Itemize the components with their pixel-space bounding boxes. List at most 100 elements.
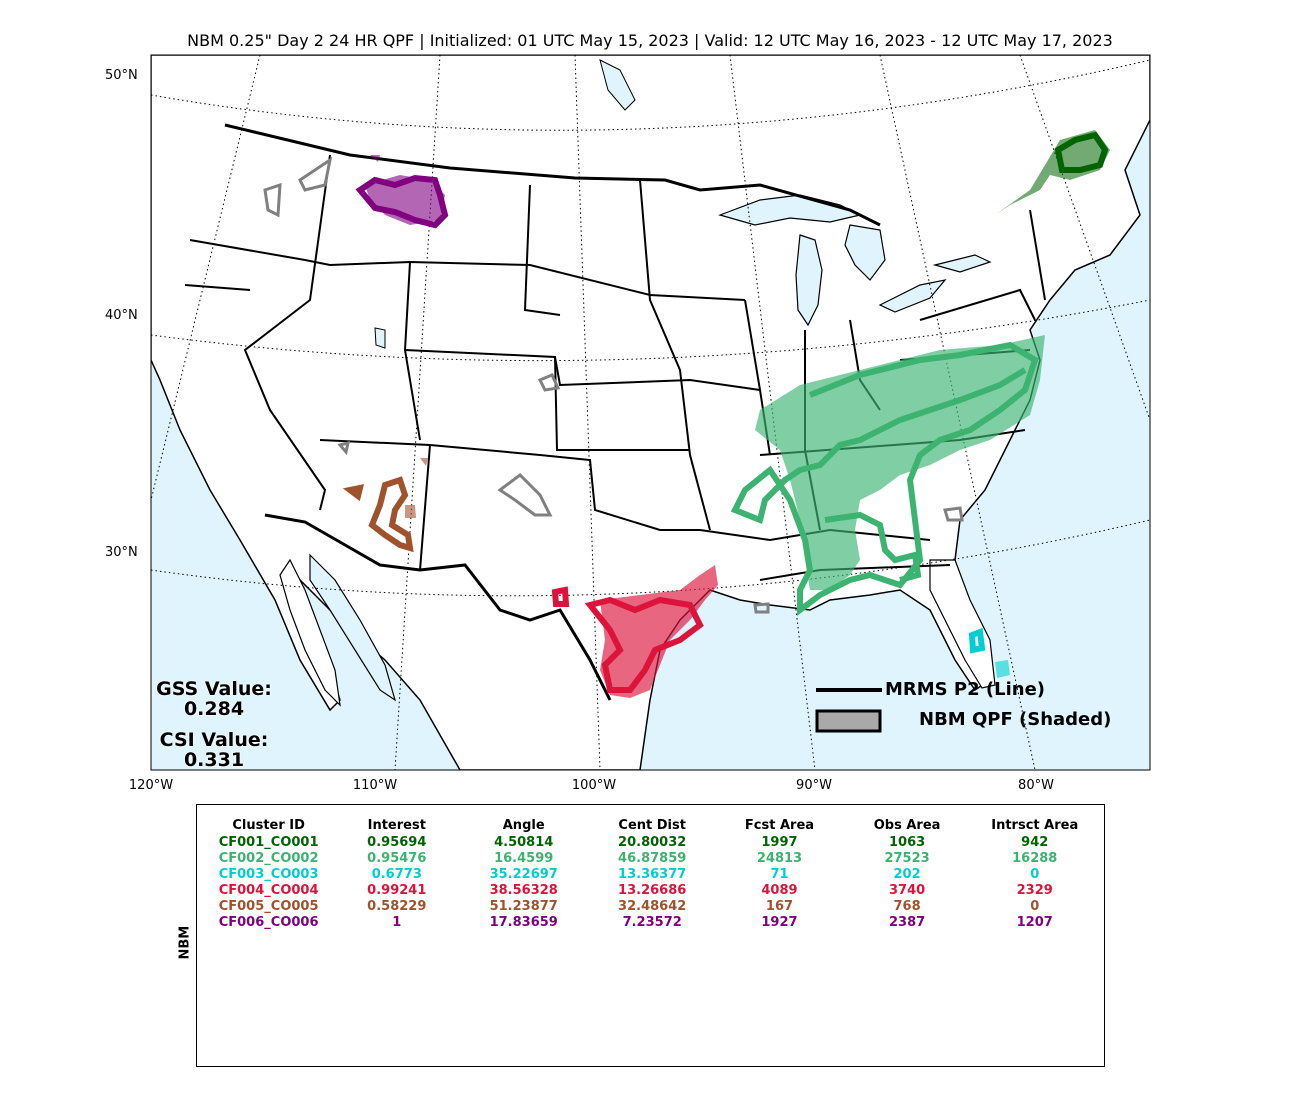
cent-dist: 7.23572 bbox=[622, 915, 682, 930]
col-interest: Interest bbox=[367, 817, 426, 833]
col-obs-area: Obs Area bbox=[873, 817, 941, 833]
fcst-area: 167 bbox=[765, 899, 794, 914]
table-row: CF002_CO002 0.95476 16.4599 46.87859 248… bbox=[197, 851, 1104, 867]
cluster-id: CF004_CO004 bbox=[218, 883, 319, 898]
table-row: CF001_CO001 0.95694 4.50814 20.80032 199… bbox=[197, 835, 1104, 851]
interest: 0.58229 bbox=[367, 899, 427, 914]
interest: 0.95476 bbox=[367, 851, 427, 866]
cluster-id: CF005_CO005 bbox=[218, 899, 319, 914]
intrsct-area: 16288 bbox=[1012, 851, 1058, 866]
cent-dist: 13.36377 bbox=[618, 867, 687, 882]
angle: 4.50814 bbox=[494, 835, 554, 850]
observed-object-co001 bbox=[1054, 131, 1109, 173]
stats-table: Cluster ID Interest Angle Cent Dist Fcst… bbox=[197, 815, 1104, 931]
interest: 1 bbox=[392, 915, 402, 930]
unmatched-observed-objects bbox=[263, 156, 964, 614]
political-boundaries bbox=[184, 123, 1046, 701]
gss-value: 0.284 bbox=[183, 698, 245, 720]
intrsct-area: 2329 bbox=[1016, 883, 1053, 898]
obs-area: 202 bbox=[893, 867, 921, 882]
col-intrsct-area: Intrsct Area bbox=[991, 817, 1079, 833]
lat-label-30: 30°N bbox=[105, 545, 138, 560]
forecast-object-cf002 bbox=[755, 335, 1045, 590]
angle: 35.22697 bbox=[489, 867, 558, 882]
map-frame bbox=[150, 54, 1151, 771]
observed-object-co002b bbox=[824, 511, 922, 583]
obs-area: 2387 bbox=[889, 915, 926, 930]
lake-ontario bbox=[932, 254, 992, 273]
intrsct-area: 1207 bbox=[1016, 915, 1053, 930]
observed-object-co006 bbox=[355, 174, 449, 229]
lake-erie bbox=[878, 279, 947, 313]
legend-shaded-swatch bbox=[815, 709, 882, 733]
lon-label-100: 100°W bbox=[571, 778, 617, 793]
angle: 16.4599 bbox=[494, 851, 554, 866]
lat-label-50: 50°N bbox=[105, 68, 138, 83]
cluster-id: CF003_CO003 bbox=[218, 867, 319, 882]
angle: 17.83659 bbox=[489, 915, 558, 930]
lon-label-120: 120°W bbox=[128, 778, 174, 793]
table-header-row: Cluster ID Interest Angle Cent Dist Fcst… bbox=[197, 815, 1104, 835]
fcst-area: 4089 bbox=[761, 883, 798, 898]
cent-dist: 32.48642 bbox=[618, 899, 687, 914]
angle: 51.23877 bbox=[489, 899, 558, 914]
fcst-area: 1927 bbox=[761, 915, 798, 930]
table-row: CF005_CO005 0.58229 51.23877 32.48642 16… bbox=[197, 899, 1104, 915]
lon-label-110: 110°W bbox=[352, 778, 398, 793]
gulf-of-california bbox=[309, 553, 397, 702]
col-angle: Angle bbox=[502, 817, 545, 833]
csi-label: CSI Value: bbox=[159, 729, 269, 751]
cent-dist: 20.80032 bbox=[618, 835, 687, 850]
interest: 0.99241 bbox=[367, 883, 427, 898]
obs-area: 768 bbox=[893, 899, 921, 914]
observed-object-co005 bbox=[342, 476, 414, 553]
table-body: CF001_CO001 0.95694 4.50814 20.80032 199… bbox=[197, 835, 1104, 931]
table-side-label: NBM bbox=[177, 925, 193, 960]
lake-michigan bbox=[795, 234, 823, 327]
great-salt-lake bbox=[374, 327, 386, 349]
observed-object-co003 bbox=[968, 627, 986, 654]
angle: 38.56328 bbox=[489, 883, 558, 898]
lake-huron bbox=[844, 224, 886, 281]
forecast-object-cf004 bbox=[600, 565, 718, 698]
baja-peninsula bbox=[279, 558, 341, 707]
forecast-object-cf001 bbox=[995, 130, 1110, 215]
fcst-area: 71 bbox=[770, 867, 789, 882]
obs-area: 3740 bbox=[889, 883, 926, 898]
table-row: CF006_CO006 1 17.83659 7.23572 1927 2387… bbox=[197, 915, 1104, 931]
table-row: CF004_CO004 0.99241 38.56328 13.26686 40… bbox=[197, 883, 1104, 899]
mrms-observed-objects bbox=[263, 131, 1109, 693]
fcst-area: 24813 bbox=[756, 851, 803, 866]
intrsct-area: 0 bbox=[1030, 867, 1040, 882]
lake-winnipeg bbox=[599, 59, 636, 111]
col-fcst-area: Fcst Area bbox=[744, 817, 815, 833]
cluster-id: CF001_CO001 bbox=[218, 835, 319, 850]
col-cluster-id: Cluster ID bbox=[232, 817, 305, 833]
cent-dist: 13.26686 bbox=[618, 883, 687, 898]
interest: 0.95694 bbox=[367, 835, 427, 850]
gss-label: GSS Value: bbox=[156, 678, 272, 700]
lon-label-90: 90°W bbox=[796, 778, 832, 793]
intrsct-area: 942 bbox=[1021, 835, 1049, 850]
florida bbox=[929, 559, 996, 689]
cluster-id: CF006_CO006 bbox=[218, 915, 319, 930]
chart-title: NBM 0.25" Day 2 24 HR QPF | Initialized:… bbox=[187, 31, 1113, 50]
cent-dist: 46.87859 bbox=[618, 851, 687, 866]
intrsct-area: 0 bbox=[1030, 899, 1040, 914]
fcst-area: 1997 bbox=[761, 835, 798, 850]
interest: 0.6773 bbox=[371, 867, 422, 882]
stats-table-box: Cluster ID Interest Angle Cent Dist Fcst… bbox=[196, 804, 1105, 1067]
qpf-map bbox=[150, 54, 1151, 771]
legend-line-label: MRMS P2 (Line) bbox=[885, 679, 1046, 700]
obs-area: 27523 bbox=[884, 851, 930, 866]
obs-area: 1063 bbox=[889, 835, 926, 850]
lat-label-40: 40°N bbox=[105, 308, 138, 323]
cluster-id: CF002_CO002 bbox=[218, 851, 319, 866]
legend-shaded-label: NBM QPF (Shaded) bbox=[919, 709, 1112, 730]
lon-label-80: 80°W bbox=[1018, 778, 1054, 793]
table-row: CF003_CO003 0.6773 35.22697 13.36377 71 … bbox=[197, 867, 1104, 883]
forecast-object-cf003 bbox=[995, 660, 1010, 678]
csi-value: 0.331 bbox=[183, 749, 245, 771]
observed-object-co002 bbox=[730, 341, 1039, 616]
forecast-object-cf005 bbox=[405, 458, 428, 518]
